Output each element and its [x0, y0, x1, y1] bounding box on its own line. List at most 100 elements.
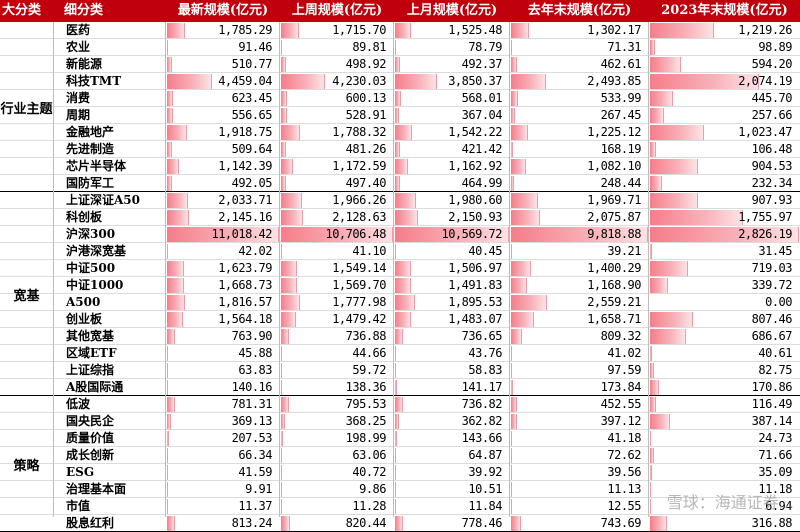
data-bar: [395, 176, 400, 191]
value-cell: 42.02: [166, 243, 280, 260]
value-cell: 778.46: [394, 515, 510, 532]
data-bar: [281, 261, 298, 276]
value-text: 1,966.26: [332, 193, 386, 207]
value-text: 1,969.71: [587, 193, 641, 207]
row-divider: [0, 123, 800, 124]
row-divider: [0, 446, 800, 447]
value-cell: 45.88: [166, 345, 280, 362]
value-text: 6.94: [765, 499, 792, 513]
value-cell: 2,826.19: [649, 226, 800, 243]
data-bar: [395, 482, 396, 497]
value-text: 11.18: [758, 482, 792, 496]
value-text: 78.79: [468, 40, 502, 54]
value-cell: 1,668.73: [166, 277, 280, 294]
value-text: 556.65: [231, 108, 273, 122]
value-cell: 2,033.71: [166, 192, 280, 209]
value-text: 387.14: [751, 414, 793, 428]
value-cell: 497.40: [280, 175, 394, 192]
row-divider: [0, 55, 800, 56]
value-text: 44.66: [352, 346, 386, 360]
value-text: 2,033.71: [218, 193, 272, 207]
value-cell: 1,302.17: [510, 22, 649, 39]
data-bar: [395, 431, 397, 446]
value-cell: 11.84: [394, 498, 510, 515]
value-cell: 89.81: [280, 39, 394, 56]
table-row: 国央民企 369.13 368.25 362.82 397.12 387.14: [0, 413, 800, 430]
data-bar: [650, 108, 664, 123]
table-row: 先进制造 509.64 481.26 421.42 168.19 106.48: [0, 141, 800, 158]
value-text: 736.82: [461, 397, 503, 411]
data-bar: [511, 431, 512, 446]
value-cell: 24.73: [649, 430, 800, 447]
data-bar: [167, 380, 169, 395]
value-text: 39.92: [468, 465, 502, 479]
value-text: 1,564.18: [218, 312, 272, 326]
column-divider: [509, 22, 510, 517]
subcategory-label: 中证500: [66, 261, 116, 275]
data-bar: [281, 278, 298, 293]
value-text: 368.25: [345, 414, 387, 428]
value-text: 339.72: [751, 278, 793, 292]
watermark-text: 雪球：海通证券...: [666, 493, 794, 512]
data-bar: [167, 329, 175, 344]
value-text: 1,918.75: [218, 125, 272, 139]
value-text: 1,479.42: [332, 312, 386, 326]
data-bar: [395, 448, 396, 463]
value-cell: 1,788.32: [280, 124, 394, 141]
data-bar: [511, 23, 530, 38]
value-text: 4,459.04: [218, 74, 272, 88]
value-cell: 248.44: [510, 175, 649, 192]
data-bar: [395, 142, 400, 157]
value-text: 369.13: [231, 414, 273, 428]
value-cell: 1,895.53: [394, 294, 510, 311]
value-cell: 1,969.71: [510, 192, 649, 209]
data-bar: [511, 74, 546, 89]
value-text: 10.51: [468, 482, 502, 496]
data-bar: [395, 210, 419, 225]
subcategory-label: 农业: [66, 40, 91, 54]
column-divider: [648, 22, 649, 517]
value-text: 0.00: [765, 295, 792, 309]
value-text: 1,785.29: [218, 23, 272, 37]
value-cell: 362.82: [394, 413, 510, 430]
row-divider: [0, 208, 800, 209]
data-bar: [650, 346, 653, 361]
table-row: A股国际通 140.16 138.36 141.17 173.84 170.86: [0, 379, 800, 396]
value-cell: 556.65: [166, 107, 280, 124]
value-text: 462.61: [600, 57, 642, 71]
value-cell: 168.19: [510, 141, 649, 158]
value-cell: 1,082.10: [510, 158, 649, 175]
value-cell: 510.77: [166, 56, 280, 73]
value-text: 40.72: [352, 465, 386, 479]
value-cell: 71.31: [510, 39, 649, 56]
value-text: 4,230.03: [332, 74, 386, 88]
value-text: 9.86: [359, 482, 386, 496]
value-text: 1,980.60: [448, 193, 502, 207]
value-text: 492.37: [461, 57, 503, 71]
data-bar: [511, 261, 531, 276]
value-text: 362.82: [461, 414, 503, 428]
value-text: 1,172.59: [332, 159, 386, 173]
value-text: 1,668.73: [218, 278, 272, 292]
value-text: 89.81: [352, 40, 386, 54]
value-text: 91.46: [238, 40, 272, 54]
data-bar: [281, 125, 300, 140]
data-bar: [511, 329, 523, 344]
row-divider: [0, 106, 800, 107]
table-row: 股息红利 813.24 820.44 778.46 743.69 316.88: [0, 515, 800, 532]
value-cell: 736.88: [280, 328, 394, 345]
table-row: 沪港深宽基 42.02 41.10 40.45 39.21 31.45: [0, 243, 800, 260]
value-text: 743.69: [600, 516, 642, 530]
data-bar: [395, 193, 417, 208]
data-bar: [167, 312, 183, 327]
value-cell: 1,491.83: [394, 277, 510, 294]
subcategory-label: 医药: [66, 23, 91, 37]
subcategory-label: 中证1000: [66, 278, 124, 292]
value-text: 40.45: [468, 244, 502, 258]
value-text: 778.46: [461, 516, 503, 530]
data-bar: [511, 295, 547, 310]
data-bar: [281, 40, 282, 55]
value-text: 1,400.29: [587, 261, 641, 275]
value-cell: 492.37: [394, 56, 510, 73]
value-cell: 904.53: [649, 158, 800, 175]
